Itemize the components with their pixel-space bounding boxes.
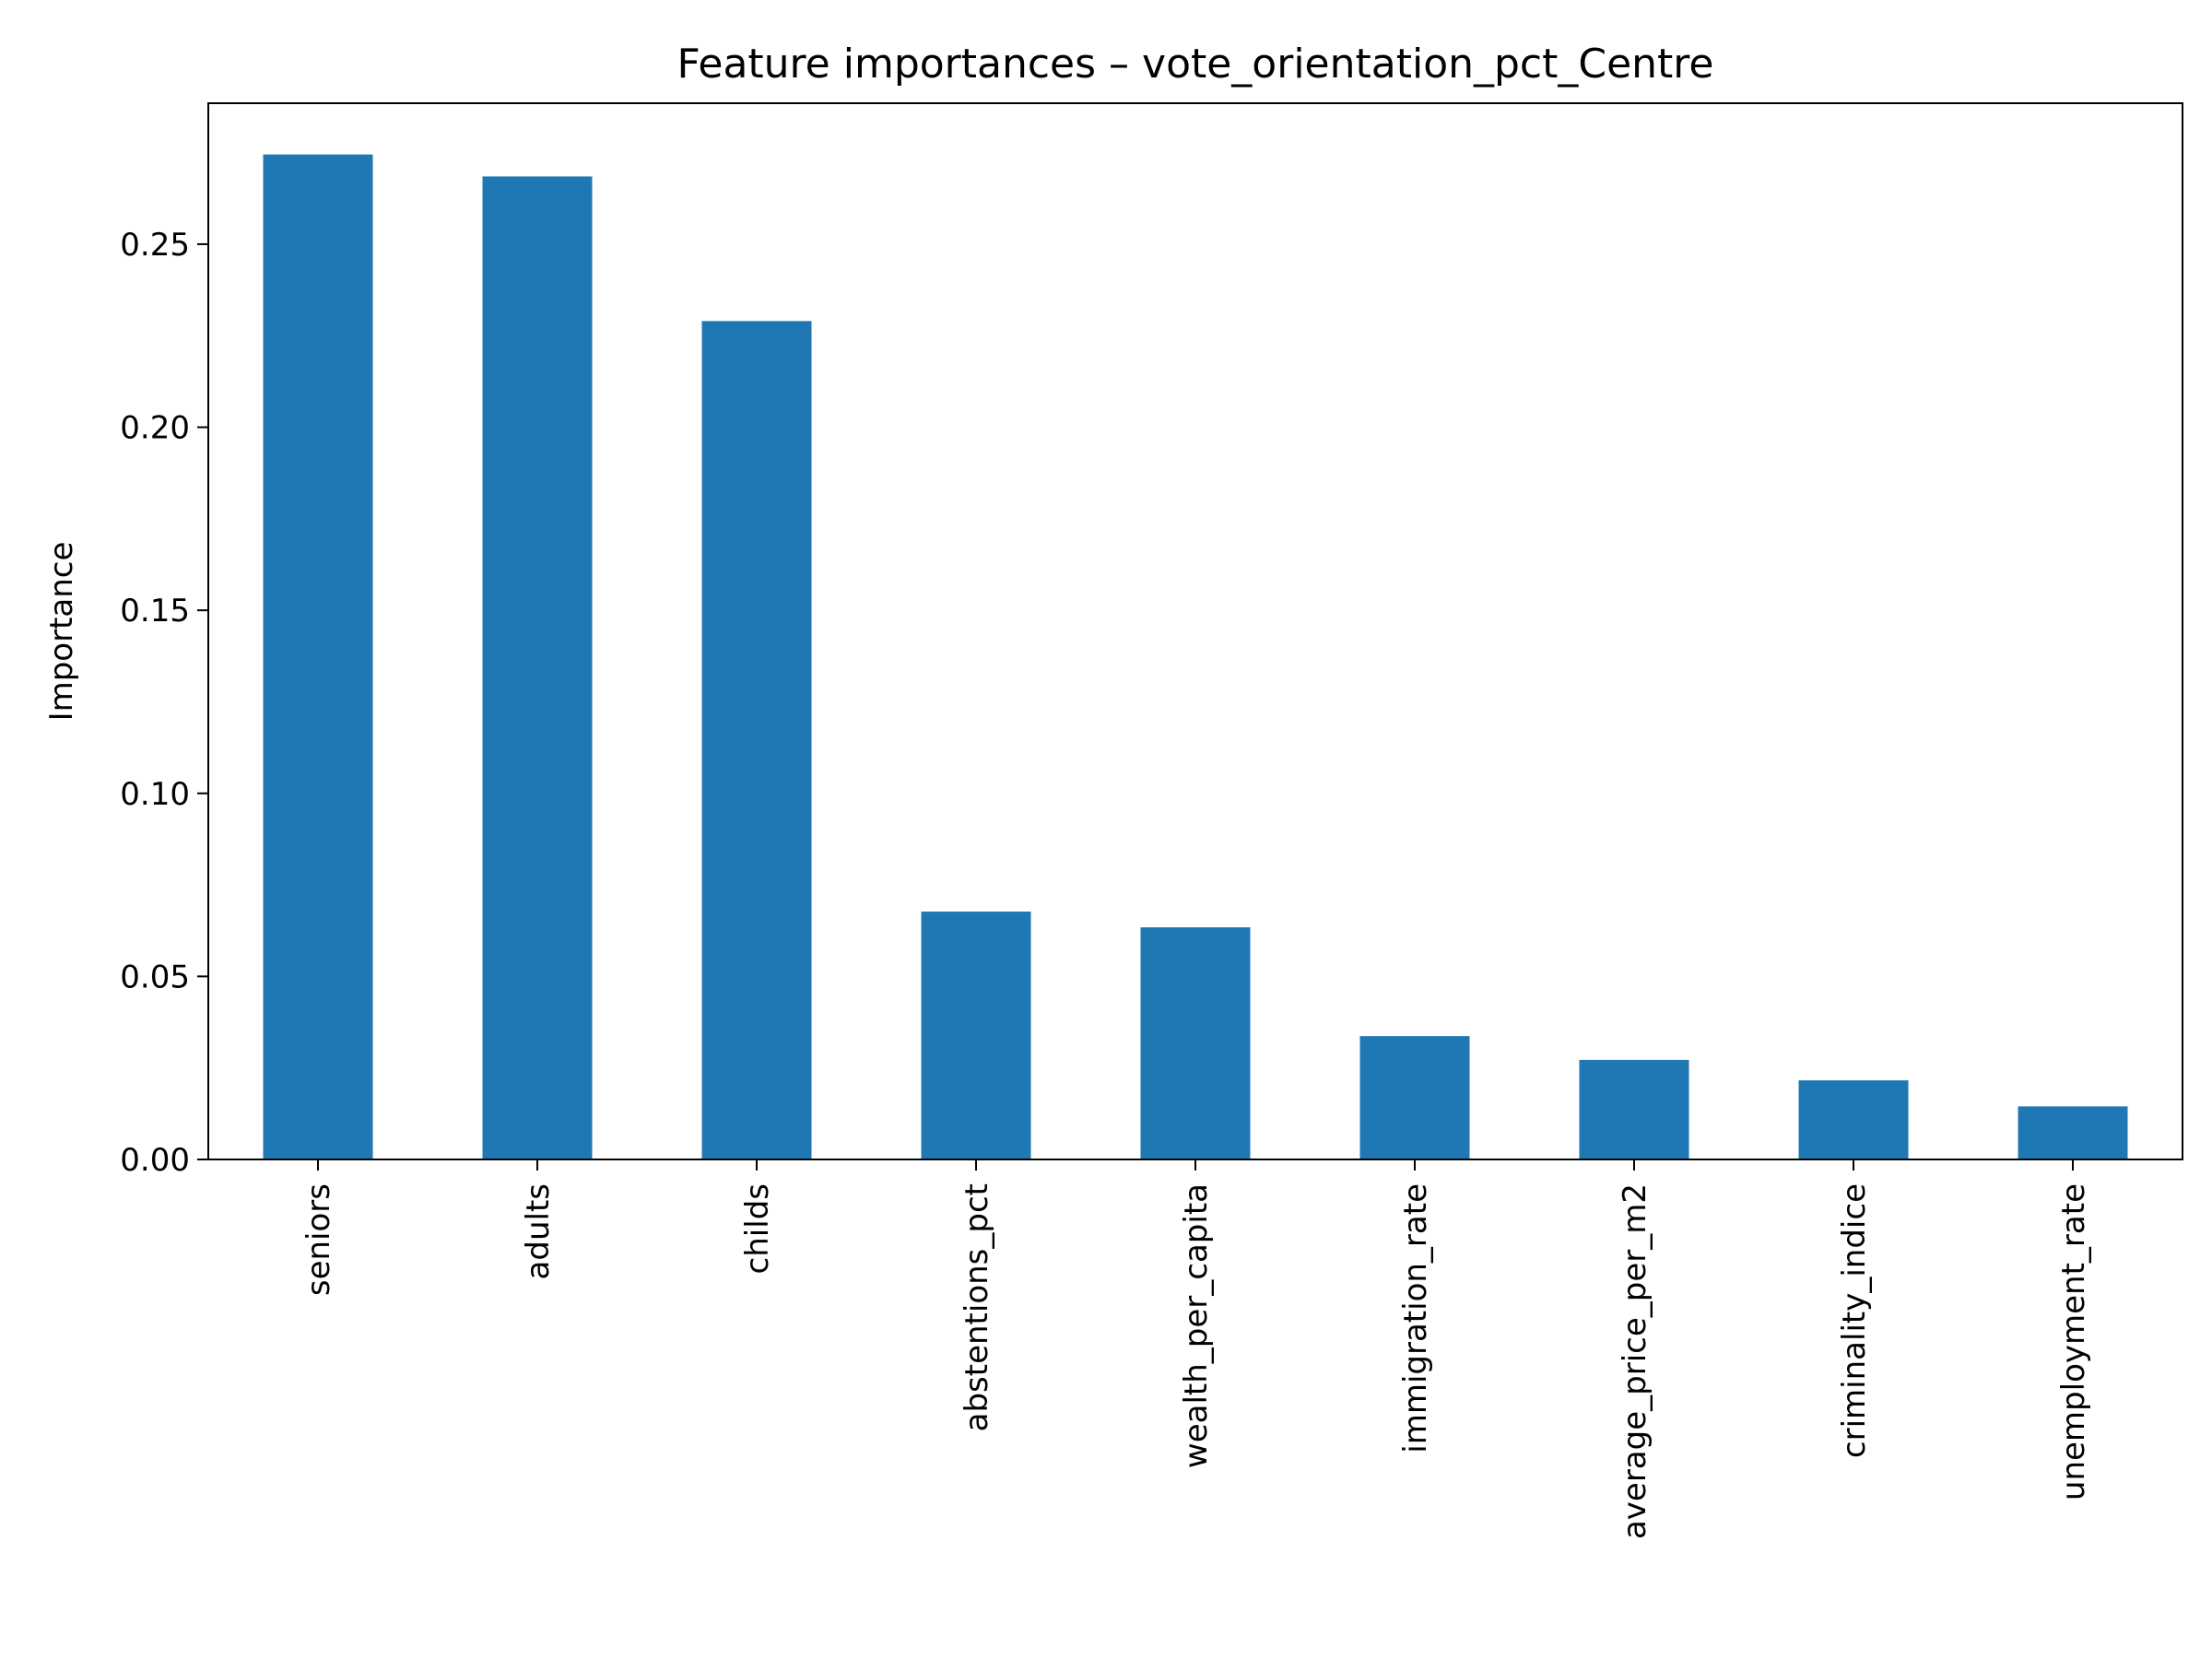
bar-seniors	[263, 154, 373, 1159]
bar-average_price_per_m2	[1579, 1059, 1689, 1159]
bar-wealth_per_capita	[1140, 927, 1251, 1159]
plot-frame	[207, 102, 2183, 1160]
x-axis: seniors adults childs abstentions_pct wealth…	[300, 1159, 2092, 1539]
y-tick-label-0.00: 0.00	[120, 1142, 190, 1179]
x-tick-label-seniors: seniors	[300, 1183, 337, 1296]
y-tick-label-0.10: 0.10	[120, 776, 190, 813]
bar-abstentions_pct	[921, 912, 1031, 1159]
bars-group	[263, 154, 2128, 1159]
bar-childs	[701, 321, 812, 1159]
y-tick-label-0.25: 0.25	[120, 227, 190, 264]
x-tick-label-childs: childs	[739, 1183, 776, 1274]
x-tick-label-abstentions_pct: abstentions_pct	[959, 1183, 995, 1431]
bar-adults	[482, 176, 593, 1159]
x-tick-label-immigration_rate: immigration_rate	[1397, 1183, 1434, 1453]
y-axis: 0.00 0.05 0.10 0.15 0.20 0.25	[120, 227, 208, 1179]
bar-criminality_indice	[1798, 1080, 1909, 1159]
chart-title: Feature importances – vote_orientation_p…	[677, 41, 1713, 88]
y-tick-label-0.05: 0.05	[120, 959, 190, 995]
y-tick-label-0.15: 0.15	[120, 593, 190, 629]
y-axis-label: Importance	[43, 542, 80, 722]
x-tick-label-wealth_per_capita: wealth_per_capita	[1178, 1183, 1215, 1468]
bar-immigration_rate	[1359, 1036, 1470, 1159]
x-tick-label-unemployment_rate: unemployment_rate	[2055, 1183, 2092, 1500]
x-tick-label-average_price_per_m2: average_price_per_m2	[1617, 1183, 1653, 1539]
bar-unemployment_rate	[2018, 1106, 2128, 1159]
x-tick-label-adults: adults	[520, 1183, 557, 1279]
y-tick-label-0.20: 0.20	[120, 410, 190, 447]
x-tick-label-criminality_indice: criminality_indice	[1836, 1183, 1873, 1458]
